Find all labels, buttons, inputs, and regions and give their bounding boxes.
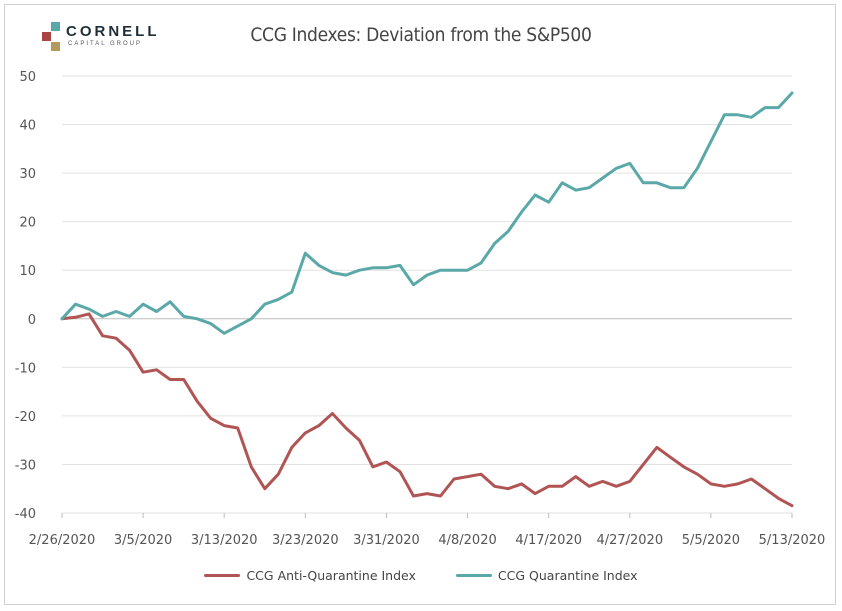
x-axis-ticks: 2/26/2020 3/5/2020 3/13/2020 3/23/2020 3/31/… — [29, 513, 826, 548]
logo-subtitle: CAPITAL GROUP — [68, 41, 143, 47]
legend: CCG Anti-Quarantine Index CCG Quarantine… — [0, 568, 842, 583]
legend-swatch-quarantine — [455, 574, 492, 577]
logo-square-red — [42, 32, 51, 41]
y-tick-label: 30 — [19, 167, 36, 182]
logo-square-teal — [51, 22, 60, 31]
x-tick-label: 3/23/2020 — [272, 533, 339, 548]
legend-label-anti-quarantine: CCG Anti-Quarantine Index — [246, 568, 416, 583]
x-tick-label: 2/26/2020 — [29, 533, 96, 548]
legend-label-quarantine: CCG Quarantine Index — [497, 568, 638, 583]
y-tick-label: -20 — [15, 410, 36, 425]
y-tick-label: -10 — [15, 361, 36, 376]
x-tick-label: 3/31/2020 — [353, 533, 420, 548]
y-tick-label: 40 — [19, 119, 36, 134]
gridlines — [62, 75, 792, 514]
y-tick-label: 10 — [19, 264, 36, 279]
company-logo: CORNELL CAPITAL GROUP — [40, 22, 170, 54]
y-tick-label: -40 — [15, 507, 36, 522]
legend-swatch-anti-quarantine — [204, 574, 241, 577]
logo-wordmark: CORNELL — [66, 23, 160, 40]
x-tick-label: 5/13/2020 — [759, 533, 826, 548]
chart-title: CCG Indexes: Deviation from the S&P500 — [250, 24, 592, 46]
x-tick-label: 3/5/2020 — [114, 533, 172, 548]
y-tick-label: 50 — [19, 70, 36, 85]
y-tick-label: 20 — [19, 216, 36, 231]
series-line-anti-quarantine — [60, 312, 794, 508]
x-tick-label: 4/8/2020 — [438, 533, 496, 548]
y-tick-label: 0 — [28, 313, 36, 328]
x-tick-label: 4/27/2020 — [596, 533, 663, 548]
y-tick-label: -30 — [15, 458, 36, 473]
logo-square-gold — [51, 42, 60, 51]
legend-item-quarantine: CCG Quarantine Index — [455, 568, 638, 583]
y-axis-ticks: 50 40 30 20 10 0 -10 -20 -30 -40 — [15, 70, 36, 522]
series-lines — [60, 91, 794, 508]
x-tick-label: 5/5/2020 — [682, 533, 740, 548]
legend-item-anti-quarantine: CCG Anti-Quarantine Index — [204, 568, 416, 583]
x-tick-label: 3/13/2020 — [191, 533, 258, 548]
series-line-quarantine — [60, 91, 794, 335]
x-tick-label: 4/17/2020 — [515, 533, 582, 548]
